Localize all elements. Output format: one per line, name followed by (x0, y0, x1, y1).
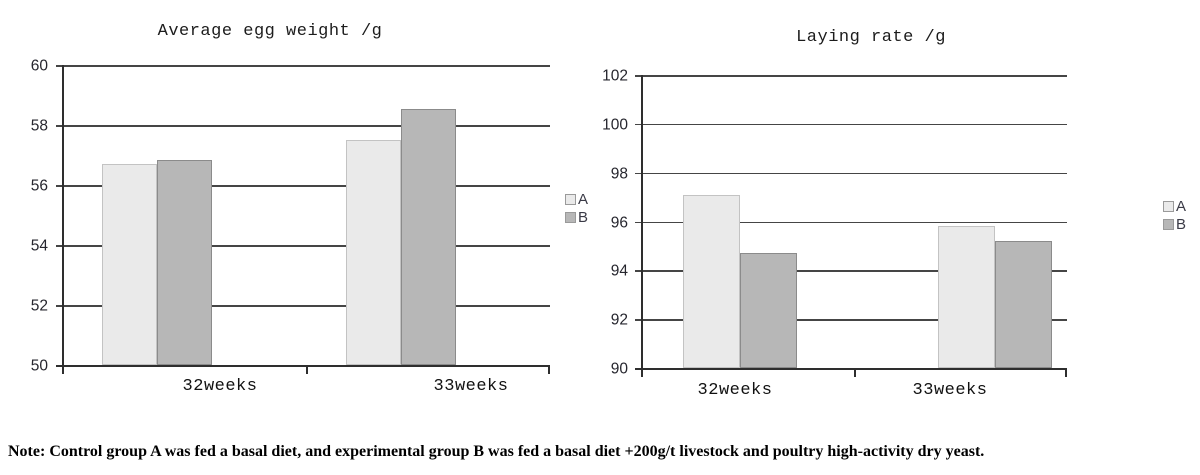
legend-label-A: A (1176, 197, 1187, 215)
gridline (56, 185, 550, 187)
y-tick-label: 90 (610, 360, 628, 378)
gridline (56, 65, 550, 67)
legend-swatch-A (1163, 200, 1174, 212)
gridline (635, 319, 1067, 321)
legend-entry-A: A (565, 190, 589, 208)
category-label-32weeks: 32weeks (697, 381, 773, 400)
x-axis-tick (1065, 370, 1067, 377)
y-tick-label: 54 (30, 237, 48, 255)
legend-entry-B: B (1163, 215, 1187, 233)
y-tick-label: 92 (610, 311, 628, 329)
legend-label-A: A (578, 190, 589, 208)
x-axis-tick (548, 367, 550, 374)
bar-B-33weeks (995, 241, 1052, 368)
y-tick-label: 60 (30, 57, 48, 75)
bar-B-32weeks (157, 159, 212, 365)
legend-swatch-A (565, 193, 576, 205)
note-text: Note: Control group A was fed a basal di… (8, 443, 985, 460)
legend-swatch-B (565, 211, 576, 223)
gridline (56, 125, 550, 127)
legend-entry-B: B (565, 208, 589, 226)
y-axis (641, 75, 643, 371)
x-axis-tick (854, 370, 856, 377)
y-tick-label: 102 (602, 67, 628, 85)
legend-swatch-B (1163, 218, 1174, 230)
bar-A-32weeks (683, 194, 740, 368)
y-tick-label: 94 (610, 262, 628, 280)
y-tick-label: 56 (30, 177, 48, 195)
category-label-33weeks: 33weeks (912, 381, 988, 400)
gridline (635, 221, 1067, 223)
legend-label-B: B (578, 208, 589, 226)
chart-title-laying-rate: Laying rate /g (796, 28, 946, 47)
chart-title-average-egg-weight: Average egg weight /g (157, 22, 383, 41)
gridline (56, 305, 550, 307)
legend-label-B: B (1176, 215, 1187, 233)
y-tick-label: 100 (602, 116, 628, 134)
gridline (635, 75, 1067, 77)
y-tick-label: 96 (610, 213, 628, 231)
y-axis (62, 65, 64, 368)
bar-A-33weeks (938, 226, 995, 368)
bar-A-32weeks (102, 164, 157, 365)
x-axis-tick (62, 367, 64, 374)
x-axis-tick (306, 367, 308, 374)
x-axis-tick (641, 370, 643, 377)
category-label-32weeks: 32weeks (182, 377, 258, 396)
bar-B-32weeks (740, 253, 797, 368)
bar-A-33weeks (346, 140, 401, 365)
gridline (635, 270, 1067, 272)
y-tick-label: 52 (30, 297, 48, 315)
bar-B-33weeks (401, 108, 456, 365)
category-label-33weeks: 33weeks (433, 377, 509, 396)
y-tick-label: 58 (30, 117, 48, 135)
x-axis (56, 365, 550, 367)
gridline (635, 123, 1067, 126)
x-axis (635, 368, 1067, 370)
legend-entry-A: A (1163, 197, 1187, 215)
y-tick-label: 50 (30, 357, 48, 375)
gridline (56, 245, 550, 247)
gridline (635, 172, 1067, 175)
y-tick-label: 98 (610, 164, 628, 182)
